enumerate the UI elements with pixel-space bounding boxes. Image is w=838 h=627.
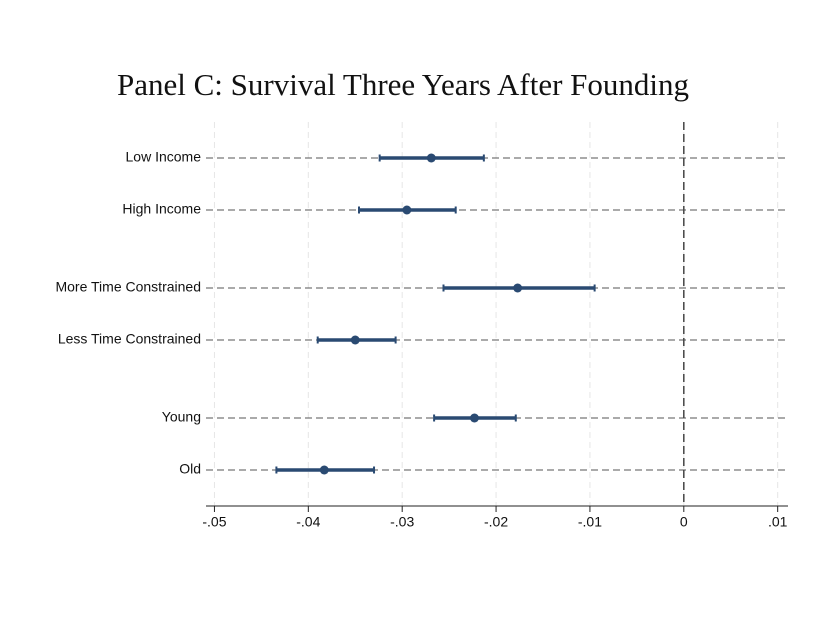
- y-tick-label: Less Time Constrained: [58, 331, 201, 347]
- point-estimate: [350, 335, 360, 345]
- x-tick-label: -.02: [484, 514, 508, 530]
- y-tick-label: Old: [179, 461, 201, 477]
- point-estimate: [426, 153, 436, 163]
- x-tick-label: -.05: [202, 514, 226, 530]
- point-estimate: [402, 205, 412, 215]
- y-tick-label: More Time Constrained: [55, 279, 201, 295]
- chart-title: Panel C: Survival Three Years After Foun…: [117, 67, 689, 102]
- point-estimate: [319, 465, 329, 475]
- point-estimate: [513, 283, 523, 293]
- x-tick-label: 0: [680, 514, 688, 530]
- x-tick-label: -.01: [578, 514, 602, 530]
- y-tick-label: High Income: [122, 201, 201, 217]
- point-estimate: [469, 413, 479, 423]
- y-tick-label: Low Income: [126, 149, 202, 165]
- y-tick-label: Young: [162, 409, 201, 425]
- x-tick-label: -.04: [296, 514, 320, 530]
- x-tick-label: -.03: [390, 514, 414, 530]
- x-tick-label: .01: [768, 514, 788, 530]
